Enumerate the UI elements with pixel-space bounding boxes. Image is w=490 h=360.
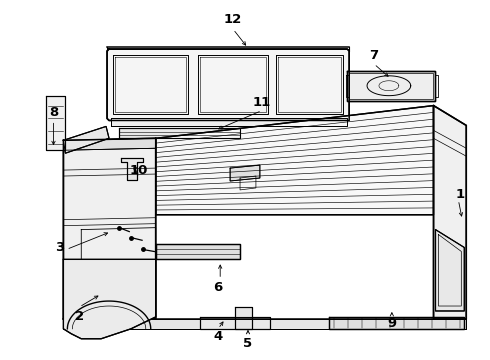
Text: 3: 3 (55, 241, 64, 254)
Text: 11: 11 (253, 96, 271, 109)
Polygon shape (63, 138, 156, 150)
Text: 6: 6 (214, 281, 223, 294)
Polygon shape (434, 105, 466, 319)
Text: 7: 7 (369, 49, 379, 63)
Polygon shape (156, 105, 434, 215)
Text: 12: 12 (224, 13, 242, 26)
Text: 5: 5 (244, 337, 252, 350)
Text: 9: 9 (387, 318, 396, 330)
Polygon shape (63, 138, 156, 319)
Polygon shape (63, 319, 466, 329)
Text: 4: 4 (214, 330, 223, 343)
Polygon shape (235, 307, 252, 329)
Polygon shape (121, 158, 143, 180)
Polygon shape (329, 317, 465, 329)
Polygon shape (436, 230, 465, 311)
Text: 2: 2 (75, 310, 84, 323)
Polygon shape (63, 260, 156, 339)
Polygon shape (63, 126, 109, 153)
Polygon shape (111, 118, 347, 126)
Polygon shape (347, 71, 435, 100)
Text: 10: 10 (130, 163, 148, 176)
Polygon shape (200, 317, 270, 329)
Polygon shape (230, 165, 260, 181)
Text: 1: 1 (456, 188, 465, 201)
Polygon shape (119, 129, 240, 138)
Polygon shape (107, 49, 349, 121)
Text: 8: 8 (49, 106, 58, 119)
Polygon shape (46, 96, 65, 150)
Polygon shape (156, 244, 240, 260)
